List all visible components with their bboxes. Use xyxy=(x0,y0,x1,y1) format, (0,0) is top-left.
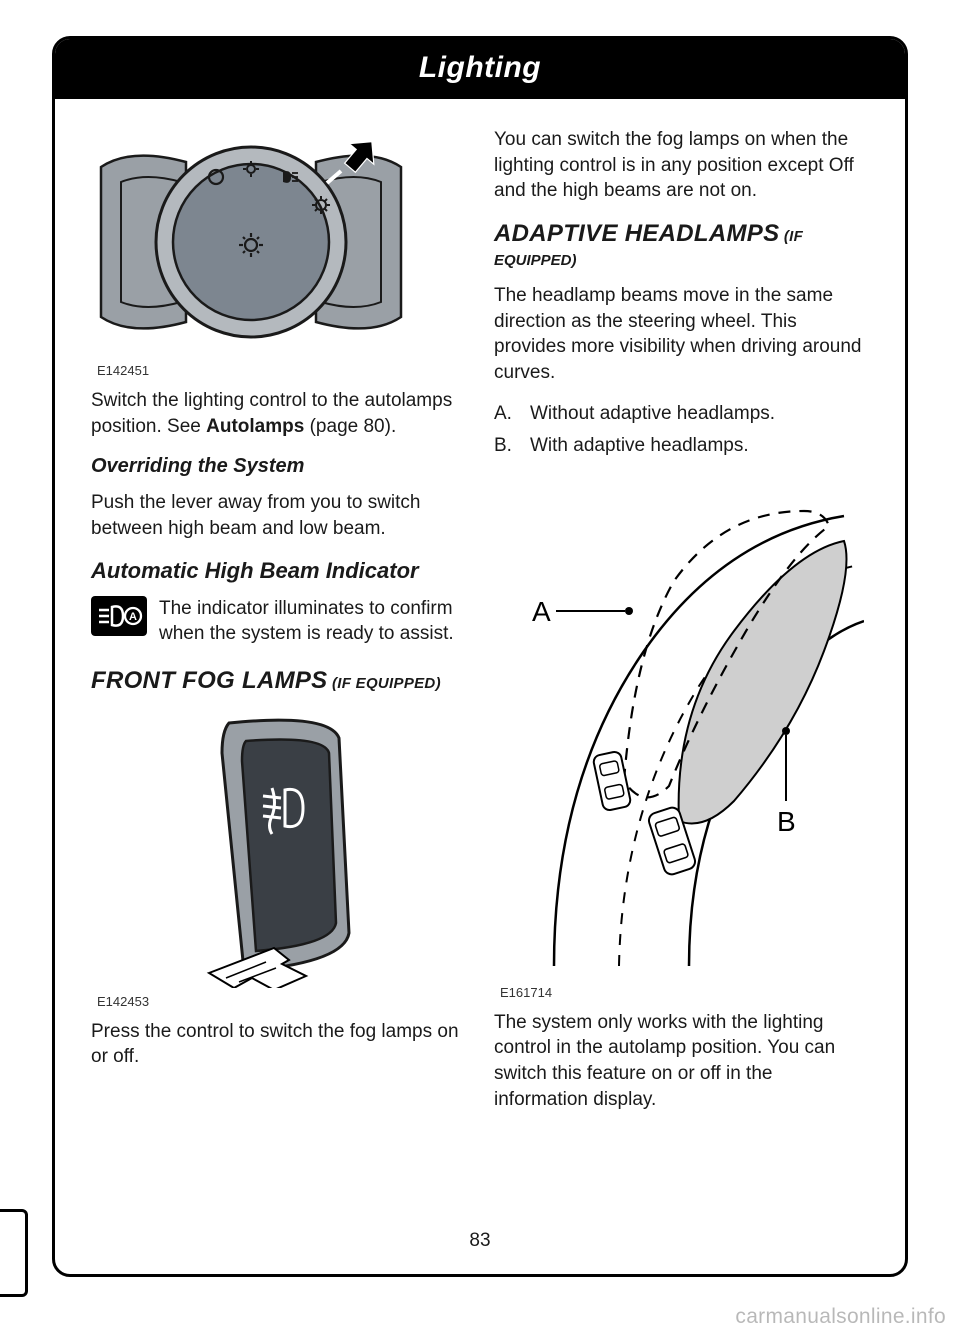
paragraph: The indicator illuminates to confirm whe… xyxy=(159,596,466,647)
svg-text:A: A xyxy=(129,611,137,623)
figure-id: E161714 xyxy=(500,985,869,1000)
page-frame: Lighting xyxy=(52,36,908,1277)
watermark: carmanualsonline.info xyxy=(735,1305,946,1329)
figure-id: E142453 xyxy=(97,994,466,1009)
heading-qualifier-line2: EQUIPPED) xyxy=(494,252,869,269)
figure-fog-button xyxy=(91,713,466,988)
section-heading: FRONT FOG LAMPS (IF EQUIPPED) xyxy=(91,667,466,695)
chapter-title: Lighting xyxy=(55,39,905,99)
paragraph: You can switch the fog lamps on when the… xyxy=(494,127,869,204)
heading-qualifier: (IF xyxy=(779,228,803,245)
paragraph: Switch the lighting control to the autol… xyxy=(91,388,466,439)
high-beam-indicator-icon: A xyxy=(91,596,147,636)
adaptive-illustration-svg: A B xyxy=(494,481,864,971)
section-heading: ADAPTIVE HEADLAMPS (IF xyxy=(494,220,869,248)
subheading: Overriding the System xyxy=(91,455,466,478)
list-item: B. With adaptive headlamps. xyxy=(494,433,869,459)
figure-lighting-dial xyxy=(91,127,466,357)
icon-text-row: A The indicator illuminates to confirm w… xyxy=(91,596,466,647)
page-number: 83 xyxy=(55,1230,905,1252)
list-text: Without adaptive headlamps. xyxy=(530,401,775,427)
subheading: Automatic High Beam Indicator xyxy=(91,558,466,584)
list-marker: A. xyxy=(494,401,516,427)
svg-text:A: A xyxy=(532,596,551,627)
spine-tab xyxy=(0,1209,28,1297)
content-columns: E142451 Switch the lighting control to t… xyxy=(55,99,905,1148)
heading-text: FRONT FOG LAMPS xyxy=(91,667,327,694)
heading-qualifier: (IF EQUIPPED) xyxy=(327,675,440,692)
right-column: You can switch the fog lamps on when the… xyxy=(494,127,869,1128)
paragraph: The headlamp beams move in the same dire… xyxy=(494,283,869,386)
list-marker: B. xyxy=(494,433,516,459)
paragraph: The system only works with the lighting … xyxy=(494,1010,869,1113)
paragraph: Press the control to switch the fog lamp… xyxy=(91,1019,466,1070)
list-text: With adaptive headlamps. xyxy=(530,433,749,459)
dial-illustration-svg xyxy=(91,127,411,357)
figure-adaptive-headlamps: A B xyxy=(494,481,869,971)
heading-text: ADAPTIVE HEADLAMPS xyxy=(494,220,779,247)
text: (page 80). xyxy=(304,416,396,437)
svg-text:B: B xyxy=(777,806,796,837)
list-item: A. Without adaptive headlamps. xyxy=(494,401,869,427)
left-column: E142451 Switch the lighting control to t… xyxy=(91,127,466,1128)
paragraph: Push the lever away from you to switch b… xyxy=(91,490,466,541)
fog-button-illustration-svg xyxy=(174,713,384,988)
figure-id: E142451 xyxy=(97,363,466,378)
cross-ref-link: Autolamps xyxy=(206,416,304,437)
